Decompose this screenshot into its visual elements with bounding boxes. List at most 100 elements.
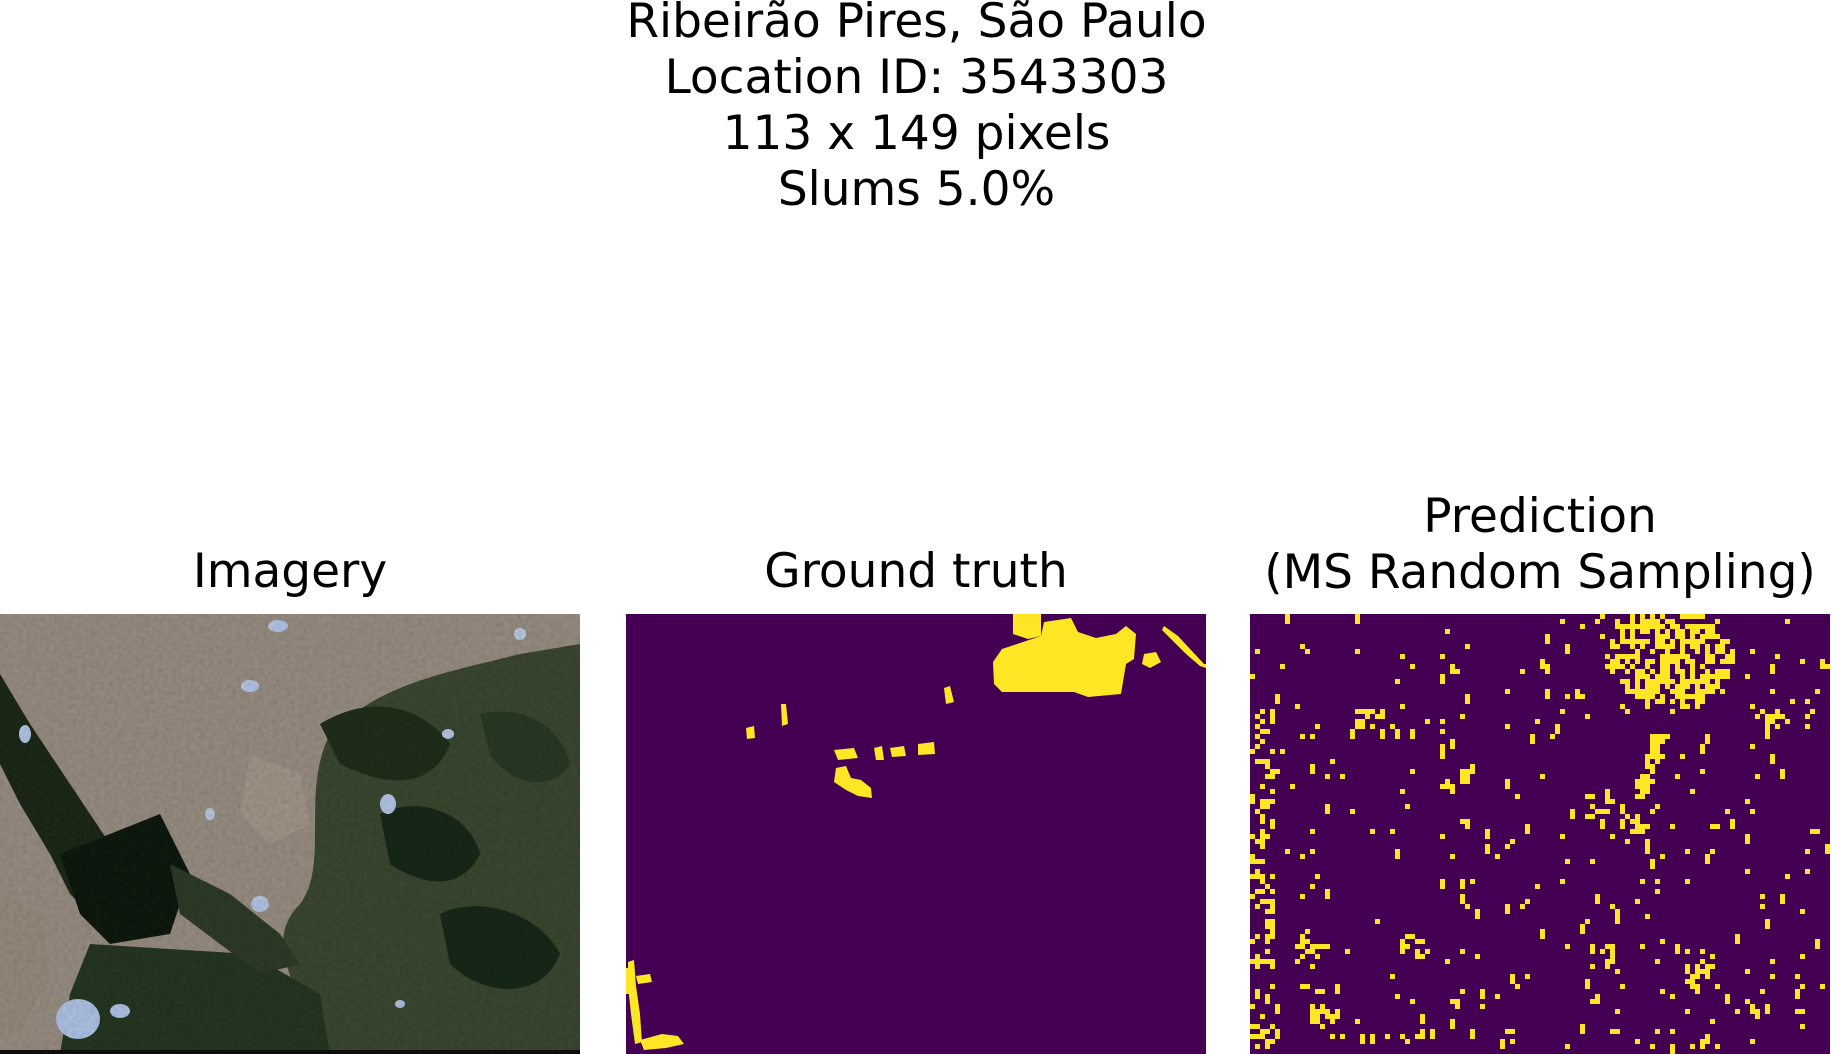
predicted-slum-pixel bbox=[1250, 959, 1255, 964]
predicted-slum-pixel bbox=[1710, 654, 1715, 659]
predicted-slum-pixel bbox=[1250, 794, 1255, 799]
slum-region bbox=[834, 766, 872, 798]
predicted-slum-pixel bbox=[1635, 649, 1640, 654]
predicted-slum-pixel bbox=[1765, 919, 1770, 929]
predicted-slum-pixel bbox=[1705, 689, 1710, 694]
predicted-slum-pixel bbox=[1700, 1039, 1705, 1049]
predicted-slum-pixel bbox=[1505, 724, 1510, 729]
predicted-slum-pixel bbox=[1655, 684, 1660, 694]
predicted-slum-pixel bbox=[1660, 664, 1665, 669]
predicted-slum-pixel bbox=[1625, 654, 1630, 659]
predicted-slum-pixel bbox=[1645, 699, 1650, 704]
predicted-slum-pixel bbox=[1480, 1004, 1485, 1009]
predicted-slum-pixel bbox=[1645, 684, 1650, 689]
predicted-slum-pixel bbox=[1305, 984, 1310, 989]
predicted-slum-pixel bbox=[1530, 734, 1535, 744]
predicted-slum-pixel bbox=[1650, 739, 1655, 744]
predicted-slum-pixel bbox=[1725, 654, 1730, 659]
predicted-slum-pixel bbox=[1315, 944, 1320, 949]
predicted-slum-pixel bbox=[1260, 844, 1265, 849]
predicted-slum-pixel bbox=[1525, 899, 1530, 904]
predicted-slum-pixel bbox=[1300, 939, 1305, 944]
predicted-slum-pixel bbox=[1440, 719, 1445, 724]
predicted-slum-pixel bbox=[1640, 619, 1645, 624]
predicted-slum-pixel bbox=[1825, 844, 1830, 854]
predicted-slum-pixel bbox=[1710, 689, 1715, 694]
predicted-slum-pixel bbox=[1465, 694, 1470, 704]
predicted-slum-pixel bbox=[1520, 904, 1525, 909]
river-corridor bbox=[170, 864, 300, 974]
panel-title-line: Ground truth bbox=[764, 544, 1068, 599]
predicted-slum-pixel bbox=[1790, 699, 1795, 704]
predicted-slum-pixel bbox=[1290, 784, 1295, 789]
forest-patch bbox=[60, 814, 190, 944]
predicted-slum-pixel bbox=[1270, 819, 1275, 824]
predicted-slum-pixel bbox=[1275, 1029, 1280, 1039]
predicted-slum-pixel bbox=[1260, 729, 1265, 734]
predicted-slum-pixel bbox=[1355, 724, 1360, 729]
predicted-slum-pixel bbox=[1485, 829, 1490, 839]
predicted-slum-pixel bbox=[1655, 749, 1660, 754]
predicted-slum-pixel bbox=[1800, 984, 1805, 989]
predicted-slum-pixel bbox=[1405, 804, 1410, 809]
predicted-slum-pixel bbox=[1265, 919, 1270, 924]
predicted-slum-pixel bbox=[1650, 859, 1655, 869]
predicted-slum-pixel bbox=[1680, 684, 1685, 689]
predicted-slum-pixel bbox=[1650, 754, 1655, 759]
predicted-slum-pixel bbox=[1670, 639, 1675, 644]
predicted-slum-pixel bbox=[1700, 624, 1705, 629]
predicted-slum-pixel bbox=[1655, 744, 1660, 749]
predicted-slum-pixel bbox=[1645, 849, 1650, 854]
predicted-slum-pixel bbox=[1650, 809, 1655, 814]
predicted-slum-pixel bbox=[1685, 679, 1690, 684]
predicted-slum-pixel bbox=[1265, 939, 1270, 944]
title-line-slum-share: Slums 5.0% bbox=[777, 162, 1056, 217]
predicted-slum-pixel bbox=[1725, 659, 1730, 664]
predicted-slum-pixel bbox=[1265, 959, 1270, 964]
predicted-slum-pixel bbox=[1315, 724, 1320, 729]
predicted-slum-pixel bbox=[1650, 734, 1655, 739]
water-body bbox=[110, 1004, 130, 1018]
predicted-slum-pixel bbox=[1270, 714, 1275, 719]
predicted-slum-pixel bbox=[1615, 619, 1620, 629]
predicted-slum-pixel bbox=[1265, 1029, 1270, 1034]
predicted-slum-pixel bbox=[1675, 629, 1680, 639]
predicted-slum-pixel bbox=[1260, 719, 1265, 724]
predicted-slum-pixel bbox=[1655, 879, 1660, 884]
predicted-slum-pixel bbox=[1695, 694, 1700, 699]
slum-region bbox=[874, 746, 884, 760]
predicted-slum-pixel bbox=[1720, 674, 1725, 679]
predicted-slum-pixel bbox=[1705, 679, 1710, 684]
water-body bbox=[56, 999, 100, 1039]
predicted-slum-pixel bbox=[1655, 679, 1660, 684]
predicted-slum-pixel bbox=[1565, 644, 1570, 654]
predicted-slum-pixel bbox=[1370, 829, 1375, 834]
predicted-slum-pixel bbox=[1685, 949, 1690, 954]
predicted-slum-pixel bbox=[1685, 694, 1690, 699]
predicted-slum-pixel bbox=[1690, 629, 1695, 634]
water-body bbox=[395, 1000, 405, 1008]
predicted-slum-pixel bbox=[1690, 624, 1695, 629]
predicted-slum-pixel bbox=[1755, 1014, 1760, 1019]
predicted-slum-pixel bbox=[1270, 1024, 1275, 1029]
predicted-slum-pixel bbox=[1255, 869, 1260, 874]
panel-title-ground-truth: Ground truth bbox=[626, 544, 1206, 600]
predicted-slum-pixel bbox=[1260, 859, 1265, 864]
predicted-slum-pixel bbox=[1650, 694, 1655, 699]
predicted-slum-pixel bbox=[1720, 644, 1725, 649]
predicted-slum-pixel bbox=[1265, 999, 1270, 1004]
predicted-slum-pixel bbox=[1805, 724, 1810, 729]
predicted-slum-pixel bbox=[1630, 644, 1635, 649]
predicted-slum-pixel bbox=[1275, 769, 1280, 774]
predicted-slum-pixel bbox=[1820, 659, 1825, 669]
predicted-slum-pixel bbox=[1645, 789, 1650, 794]
predicted-slum-pixel bbox=[1270, 959, 1275, 964]
predicted-slum-pixel bbox=[1505, 1029, 1510, 1034]
predicted-slum-pixel bbox=[1355, 649, 1360, 654]
prediction-mask bbox=[1250, 614, 1830, 1054]
predicted-slum-pixel bbox=[1600, 809, 1605, 814]
predicted-slum-pixel bbox=[1685, 849, 1690, 854]
predicted-slum-pixel bbox=[1650, 689, 1655, 694]
predicted-slum-pixel bbox=[1250, 874, 1255, 879]
predicted-slum-pixel bbox=[1655, 739, 1660, 744]
